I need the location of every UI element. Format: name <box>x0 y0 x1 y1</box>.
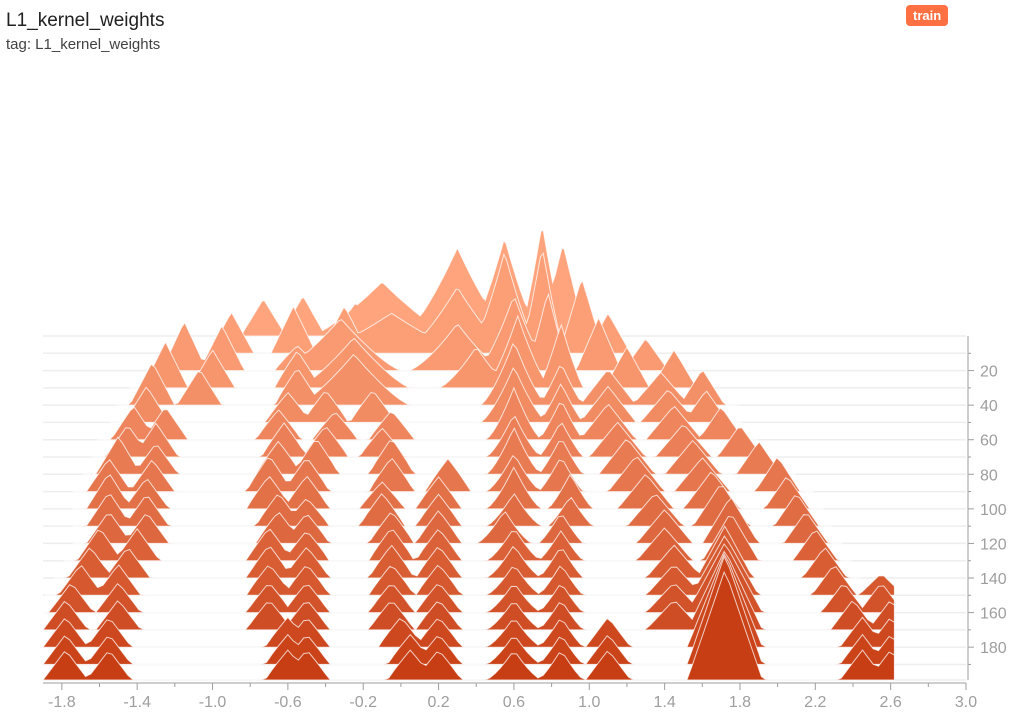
x-tick-label: -0.6 <box>274 694 302 711</box>
histogram-ridge-step-100 <box>72 466 824 510</box>
histogram-ridge-step-110 <box>72 486 833 527</box>
histogram-ridges <box>41 229 895 681</box>
histogram-ridge-step-130 <box>63 515 852 562</box>
x-tick-label: 1.4 <box>653 694 675 711</box>
histogram-ridge-step-60 <box>97 386 758 441</box>
step-tick-label: 140 <box>980 571 1007 588</box>
x-tick-label: -1.8 <box>48 694 76 711</box>
histogram-ridge-step-140 <box>53 525 861 579</box>
histogram-ridge-step-20 <box>148 292 682 372</box>
x-tick-label: 0.2 <box>427 694 449 711</box>
step-axis: 20 40 60 80 100 120 140 160 180 <box>967 336 1007 680</box>
histogram-ridge-step-180 <box>42 552 895 648</box>
step-tick-label: 80 <box>980 467 998 484</box>
histogram-ridge-step-90 <box>72 455 814 493</box>
x-tick-label: -1.4 <box>123 694 151 711</box>
histogram-ridge-step-190 <box>41 555 895 665</box>
histogram-ridge-step-150 <box>44 535 895 596</box>
histogram-ridge-step-120 <box>72 497 843 545</box>
run-badge-train[interactable]: train <box>906 5 949 26</box>
x-tick-label: 2.6 <box>880 694 902 711</box>
x-tick-label: 0.6 <box>503 694 525 711</box>
step-tick-label: 160 <box>980 606 1007 623</box>
histogram-ridge-step-199 <box>42 570 895 681</box>
x-tick-label: 2.2 <box>804 694 826 711</box>
chart-tag: tag: L1_kernel_weights <box>6 36 161 53</box>
x-tick-label: 1.8 <box>729 694 751 711</box>
histogram-ridge-step-160 <box>43 543 895 614</box>
step-tick-label: 120 <box>980 536 1007 553</box>
step-tick-label: 40 <box>980 398 998 415</box>
histogram-ridge-step-30 <box>129 314 711 389</box>
step-tick-label: 60 <box>980 433 998 450</box>
histogram-ridge-step-10 <box>195 251 645 354</box>
step-tick-label: 100 <box>980 502 1007 519</box>
x-tick-label: -0.2 <box>349 694 377 711</box>
histogram-ridge-step-70 <box>91 415 777 458</box>
x-tick-label: -1.0 <box>199 694 227 711</box>
step-tick-label: 20 <box>980 364 998 381</box>
x-tick-label: 3.0 <box>955 694 977 711</box>
step-tick-label: 180 <box>980 640 1007 657</box>
chart-title: L1_kernel_weights <box>6 10 165 31</box>
x-tick-label: 1.0 <box>578 694 600 711</box>
x-axis: -1.8 -1.4 -1.0 -0.6 -0.2 0.2 0.6 1.0 1.4 1.8 2.2 2.… <box>43 682 977 711</box>
histogram-ridge-step-170 <box>42 550 895 631</box>
